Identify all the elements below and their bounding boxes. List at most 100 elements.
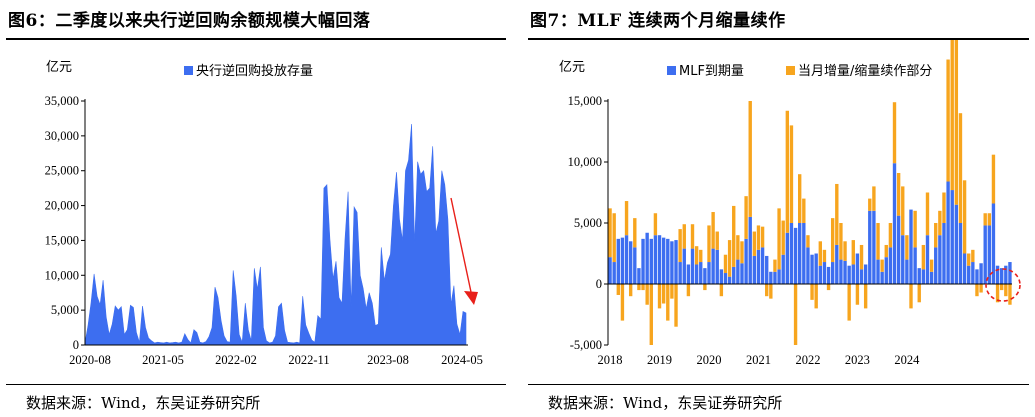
mlf-bar <box>921 269 926 284</box>
net-bar <box>917 284 921 303</box>
x-tick-label: 2022-02 <box>215 353 257 367</box>
mlf-bar <box>793 227 798 284</box>
x-tick-label: 2021-05 <box>142 353 184 367</box>
reverse-repo-chart: 亿元 央行逆回购投放存量 0 5,000 10,000 15,000 20,000 25,00… <box>45 60 483 367</box>
mlf-bar <box>1000 268 1004 284</box>
net-bar <box>699 249 703 263</box>
mlf-bar <box>855 253 860 284</box>
net-bar <box>979 284 983 293</box>
net-bar <box>616 284 620 295</box>
y-tick-label: 30,000 <box>45 129 79 143</box>
figure-6-source: 数据来源：Wind，东吴证券研究所 <box>26 394 261 412</box>
net-bar <box>921 244 926 270</box>
mlf-bar <box>929 271 934 284</box>
net-bar <box>690 224 695 249</box>
mlf-bar <box>991 203 996 284</box>
mlf-bar <box>880 271 884 284</box>
mlf-bar <box>896 215 901 284</box>
mlf-bar <box>653 235 658 284</box>
net-bar <box>732 205 736 267</box>
y-axis-unit: 亿元 <box>46 60 72 75</box>
net-bar <box>892 102 897 164</box>
mlf-bar <box>612 262 616 284</box>
net-bar <box>707 225 711 263</box>
mlf-bar <box>847 265 851 284</box>
net-bar <box>620 284 625 321</box>
x-tick-label: 2022 <box>795 353 820 367</box>
mlf-bar <box>818 265 822 284</box>
mlf-bar <box>723 273 728 284</box>
x-tick-label: 2021 <box>746 353 771 367</box>
mlf-bar <box>789 223 794 284</box>
figure-7-bottom-rule <box>528 384 1029 385</box>
net-bar <box>736 235 740 260</box>
mlf-bar <box>806 247 810 284</box>
x-tick-label: 2020-08 <box>69 353 111 367</box>
net-bar <box>612 213 616 263</box>
mlf-bar <box>715 249 719 284</box>
net-bar <box>748 101 752 217</box>
figure-6-title: 图6：二季度以来央行逆回购余额规模大幅回落 <box>8 11 371 31</box>
net-bar <box>670 284 674 299</box>
figure-7-title: 图7：MLF 连续两个月缩量续作 <box>530 11 786 31</box>
mlf-bar <box>983 225 987 284</box>
mlf-bar <box>1004 265 1008 284</box>
figure-7-top-rule <box>528 38 1029 40</box>
x-tick-label: 2024 <box>894 353 920 367</box>
mlf-bar <box>690 248 695 284</box>
net-bar <box>851 240 855 265</box>
mlf-bar <box>934 247 938 284</box>
net-bar <box>888 223 893 248</box>
figure-6-panel: 图6：二季度以来央行逆回购余额规模大幅回落 亿元 央行逆回购投放存量 0 5,000 1… <box>0 0 512 417</box>
x-tick-label: 2019 <box>647 353 672 367</box>
net-bar <box>822 249 827 263</box>
mlf-bar <box>711 248 715 284</box>
net-bar <box>913 210 917 248</box>
figure-7-panel: 图7：MLF 连续两个月缩量续作 亿元 MLF到期量 当月增量/缩量续作部分 -5,0… <box>522 0 1035 417</box>
mlf-bar <box>892 163 897 284</box>
highlight-circle <box>985 268 1021 302</box>
mlf-bar <box>674 240 678 284</box>
y-tick-label: 10,000 <box>45 268 79 282</box>
net-bar <box>686 284 691 297</box>
net-bar <box>958 113 963 223</box>
net-bar <box>995 284 1000 303</box>
net-bar <box>859 244 864 270</box>
mlf-bar <box>1008 262 1012 284</box>
net-bar <box>818 241 822 266</box>
net-bar <box>793 284 798 345</box>
net-bar <box>645 284 649 305</box>
mlf-bar <box>699 262 703 284</box>
y-tick-label: 5,000 <box>574 216 602 230</box>
mlf-bar <box>769 271 773 284</box>
mlf-bar <box>641 238 645 284</box>
net-bar <box>1004 284 1008 297</box>
net-bar <box>880 259 884 272</box>
net-bar <box>694 246 699 265</box>
net-bar <box>628 284 633 297</box>
net-bar <box>723 254 728 274</box>
mlf-bar <box>814 253 818 284</box>
net-bar <box>740 241 744 264</box>
x-tick-label: 2023-08 <box>367 353 409 367</box>
mlf-bar <box>670 241 674 284</box>
mlf-bar <box>884 257 888 284</box>
mlf-bar <box>917 268 921 284</box>
mlf-bar <box>624 235 629 284</box>
net-bar <box>839 223 843 260</box>
net-bar <box>649 284 653 345</box>
net-bar <box>872 186 876 211</box>
net-bar <box>657 284 662 309</box>
mlf-bar <box>727 276 732 284</box>
net-bar <box>954 40 959 205</box>
mlf-bar <box>657 235 662 284</box>
net-bar <box>711 212 715 249</box>
net-bar <box>987 213 992 226</box>
net-bar <box>653 213 658 236</box>
mlf-bar <box>938 235 942 284</box>
net-bar <box>777 208 781 270</box>
mlf-bar <box>686 264 691 284</box>
net-bar <box>909 284 913 309</box>
net-bar <box>967 253 971 266</box>
mlf-bar <box>777 269 781 284</box>
